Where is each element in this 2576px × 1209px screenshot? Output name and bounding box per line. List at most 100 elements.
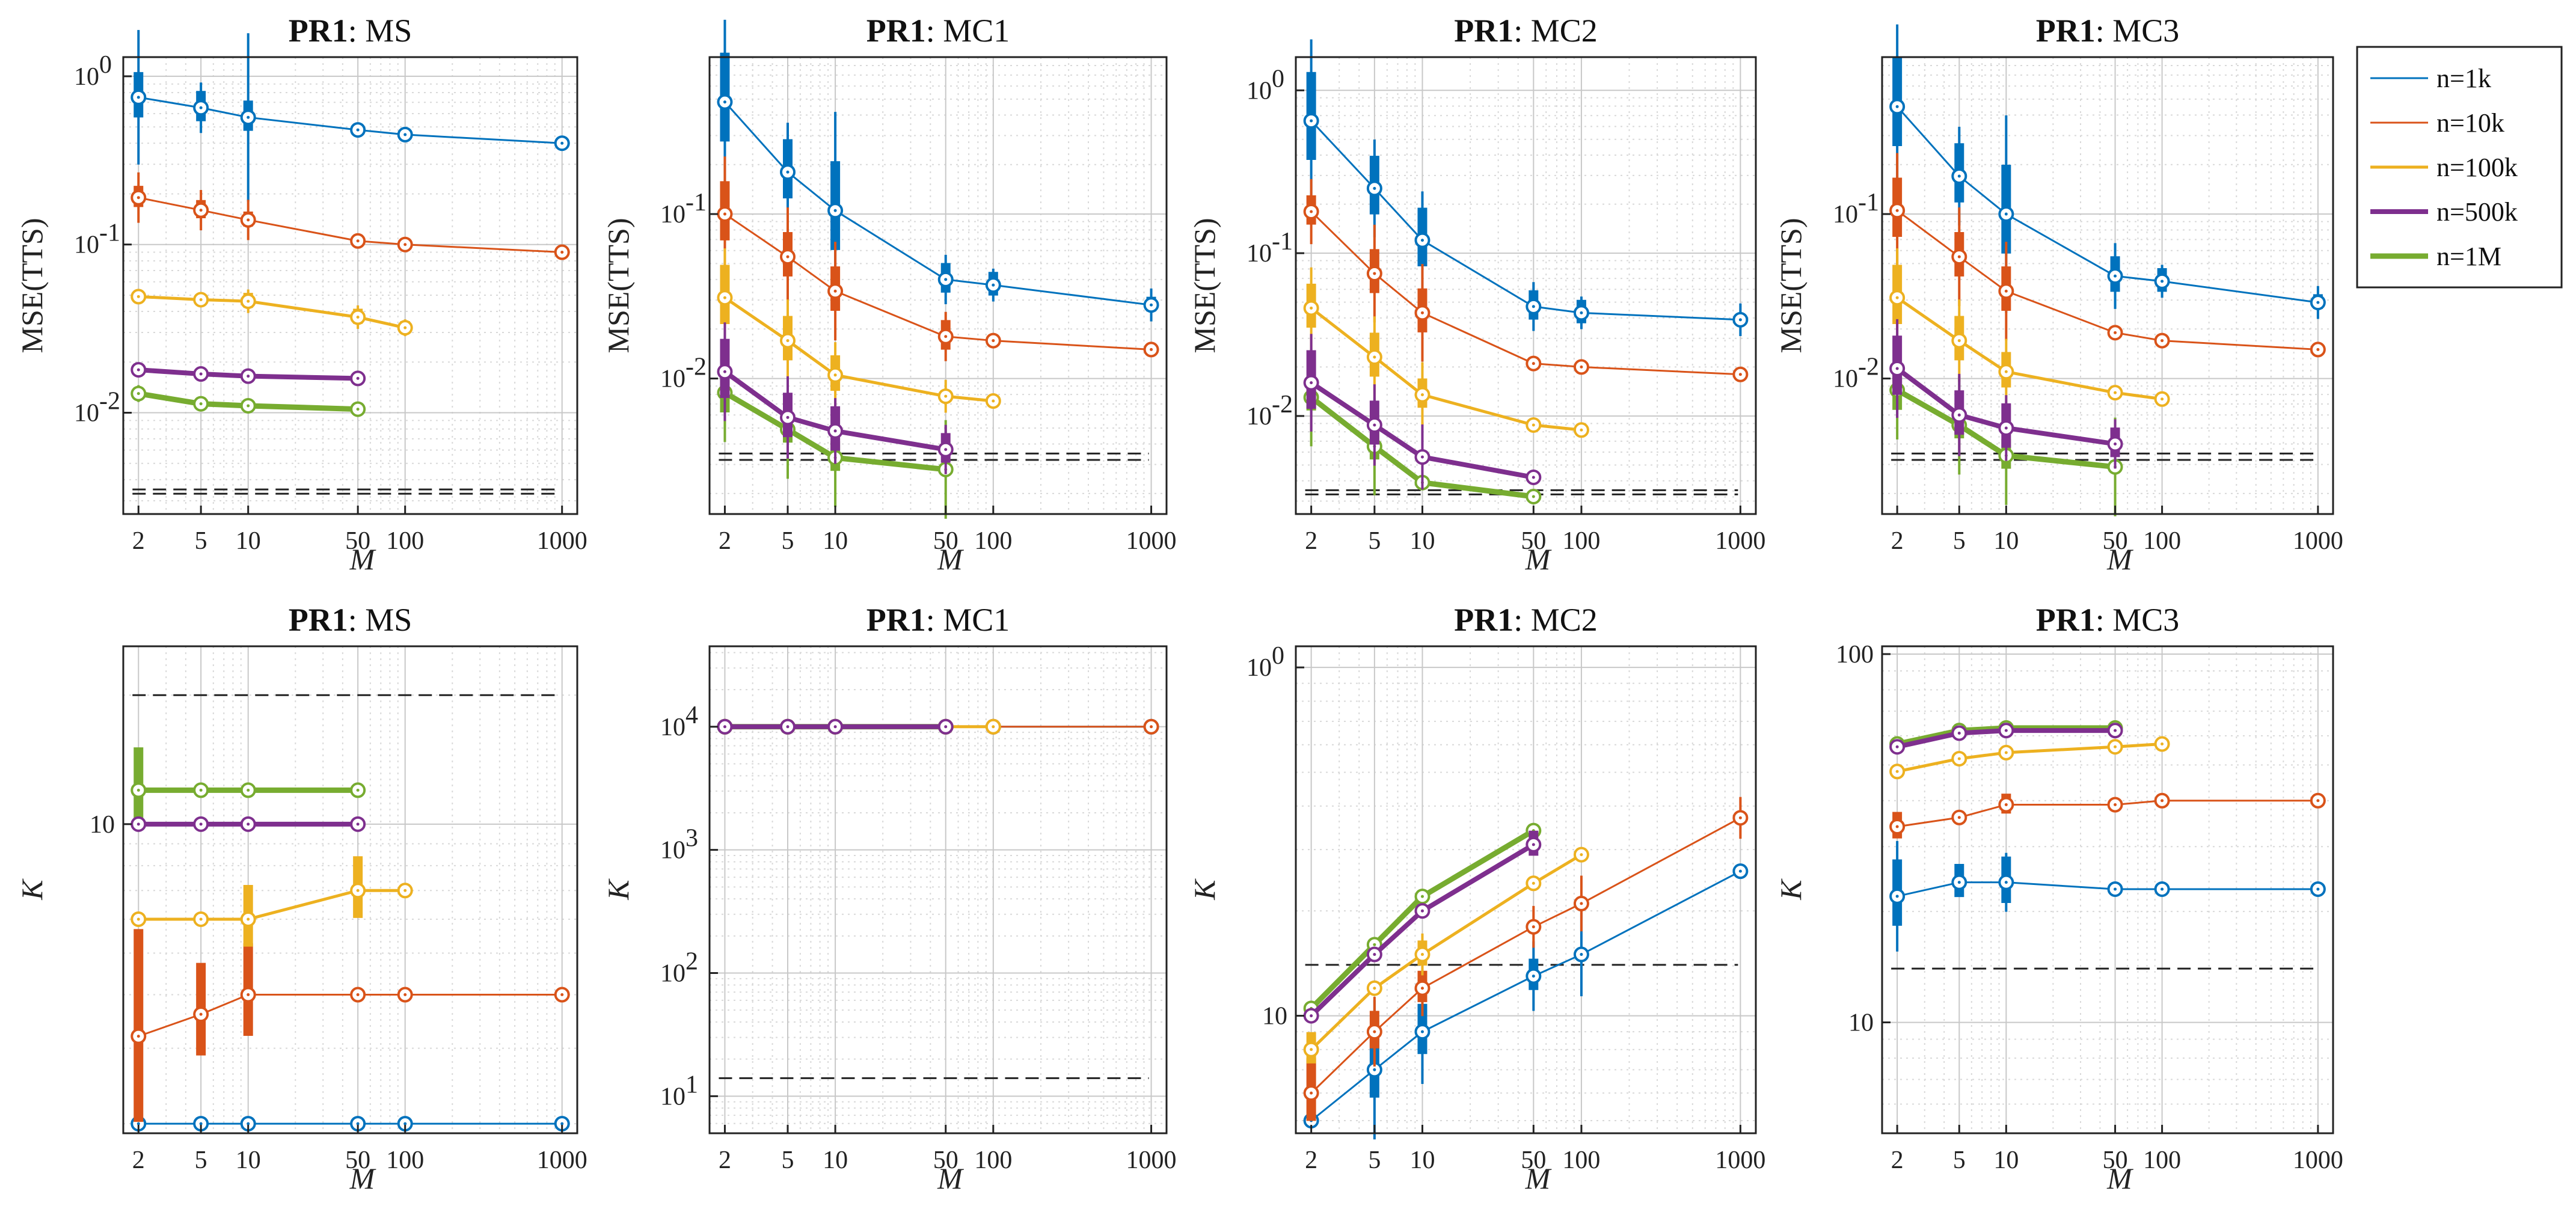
x-tick-label: 100 <box>974 1146 1012 1174</box>
x-axis-label: M <box>2106 542 2133 576</box>
data-point-center <box>1150 725 1153 729</box>
x-tick-label: 50 <box>345 527 370 555</box>
legend-entry: n=500k <box>2370 197 2518 227</box>
x-tick-label: 50 <box>933 1146 958 1174</box>
chart-title-rest: : MC3 <box>2096 602 2180 638</box>
x-tick-label: 2 <box>1891 1146 1904 1174</box>
data-point-center <box>786 170 790 174</box>
y-axis-label: MSE(TTS) <box>1188 218 1221 354</box>
data-point-center <box>1420 311 1424 314</box>
data-point-center <box>1738 869 1742 873</box>
data-point-center <box>2160 799 2164 803</box>
data-point-center <box>403 326 407 329</box>
series-n=1M <box>130 747 366 825</box>
data-point-center <box>1895 745 1899 748</box>
y-tick-exponent: 3 <box>685 825 698 852</box>
axes-frame <box>1295 56 1757 515</box>
y-axis-label: K <box>601 878 635 901</box>
data-point-center <box>786 255 790 259</box>
data-point-center <box>2114 331 2117 334</box>
y-tick-label: 10 <box>1247 654 1272 682</box>
series-group <box>717 19 1159 519</box>
x-tick-label: 50 <box>1521 527 1546 555</box>
series-group <box>130 747 570 1132</box>
series-n=10k <box>1303 797 1749 1121</box>
data-point-center <box>1420 953 1424 956</box>
y-tick-exponent: 0 <box>1272 65 1284 93</box>
data-point-center <box>1373 953 1376 956</box>
y-tick-exponent: -2 <box>1858 354 1879 381</box>
y-tick-exponent: 4 <box>685 702 698 729</box>
x-tick-label: 5 <box>1368 1146 1381 1174</box>
x-tick-label: 1000 <box>1715 527 1765 555</box>
series-n=1k <box>1303 39 1749 336</box>
x-axis-label: M <box>2106 1162 2133 1195</box>
minor-grid <box>123 57 577 514</box>
data-point-center <box>1310 306 1313 310</box>
data-point-center <box>786 339 790 343</box>
data-point-center <box>356 788 360 792</box>
x-tick-label: 2 <box>1305 1146 1317 1174</box>
series-n=100k <box>1303 846 1589 1064</box>
data-point-center <box>247 375 250 378</box>
chart-title-rest: : MS <box>348 13 412 49</box>
data-point-center <box>833 209 837 212</box>
data-point-center <box>1580 853 1583 857</box>
data-point-center <box>356 822 360 826</box>
data-point-center <box>560 993 564 997</box>
data-point-center <box>2160 742 2164 746</box>
series-n=10k <box>1889 153 2326 358</box>
data-point-center <box>1532 495 1535 498</box>
x-tick-label: 2 <box>132 527 145 555</box>
y-axis-label: K <box>1774 878 1808 901</box>
x-tick-label: 10 <box>1409 1146 1435 1174</box>
legend-entry: n=100k <box>2370 153 2518 182</box>
series-n=500k <box>1889 723 2123 755</box>
data-point-center <box>1420 909 1424 913</box>
data-point-center <box>247 788 250 792</box>
x-axis-label: M <box>937 1162 964 1195</box>
data-point-center <box>1738 373 1742 376</box>
data-point-center <box>2004 212 2008 216</box>
series-n=10k <box>130 172 570 260</box>
data-point-center <box>1310 210 1313 213</box>
data-point-center <box>992 283 995 287</box>
x-tick-label: 10 <box>823 527 848 555</box>
data-point-center <box>1895 895 1899 898</box>
data-point-center <box>247 917 250 921</box>
data-point-center <box>1957 731 1961 735</box>
data-point-center <box>2004 751 2008 754</box>
chart-title-rest: : MC3 <box>2096 13 2180 49</box>
data-point-center <box>1957 174 1961 178</box>
data-point-center <box>2004 803 2008 806</box>
data-point-center <box>2004 426 2008 430</box>
y-tick-exponent: 0 <box>1272 642 1284 670</box>
data-point-center <box>1373 943 1376 946</box>
x-tick-label: 50 <box>345 1146 370 1174</box>
x-tick-label: 1000 <box>537 527 587 555</box>
chart-title: PR1: MS <box>289 13 412 49</box>
data-point-center <box>1580 365 1583 369</box>
data-point-center <box>1532 925 1535 929</box>
x-tick-label: 5 <box>1368 527 1381 555</box>
y-tick-label: 10 <box>1262 1003 1287 1030</box>
data-point-center <box>356 316 360 319</box>
legend-label: n=10k <box>2436 108 2504 138</box>
y-tick-exponent: -1 <box>99 219 120 247</box>
data-point-center <box>136 392 140 396</box>
x-tick-label: 100 <box>974 527 1012 555</box>
data-point-center <box>356 376 360 380</box>
data-point-center <box>1532 843 1535 846</box>
data-point-center <box>1532 423 1535 427</box>
series-n=10k <box>130 929 570 1122</box>
data-point-center <box>833 289 837 293</box>
series-n=100k <box>1303 267 1589 438</box>
x-tick-label: 10 <box>1993 527 2019 555</box>
chart-title-rest: : MC2 <box>1513 602 1598 638</box>
axes-frame <box>122 56 578 515</box>
series-n=500k <box>1889 319 2123 469</box>
series-group <box>1303 39 1749 504</box>
legend-label: n=500k <box>2436 197 2518 227</box>
y-tick-label: 10 <box>74 400 99 427</box>
